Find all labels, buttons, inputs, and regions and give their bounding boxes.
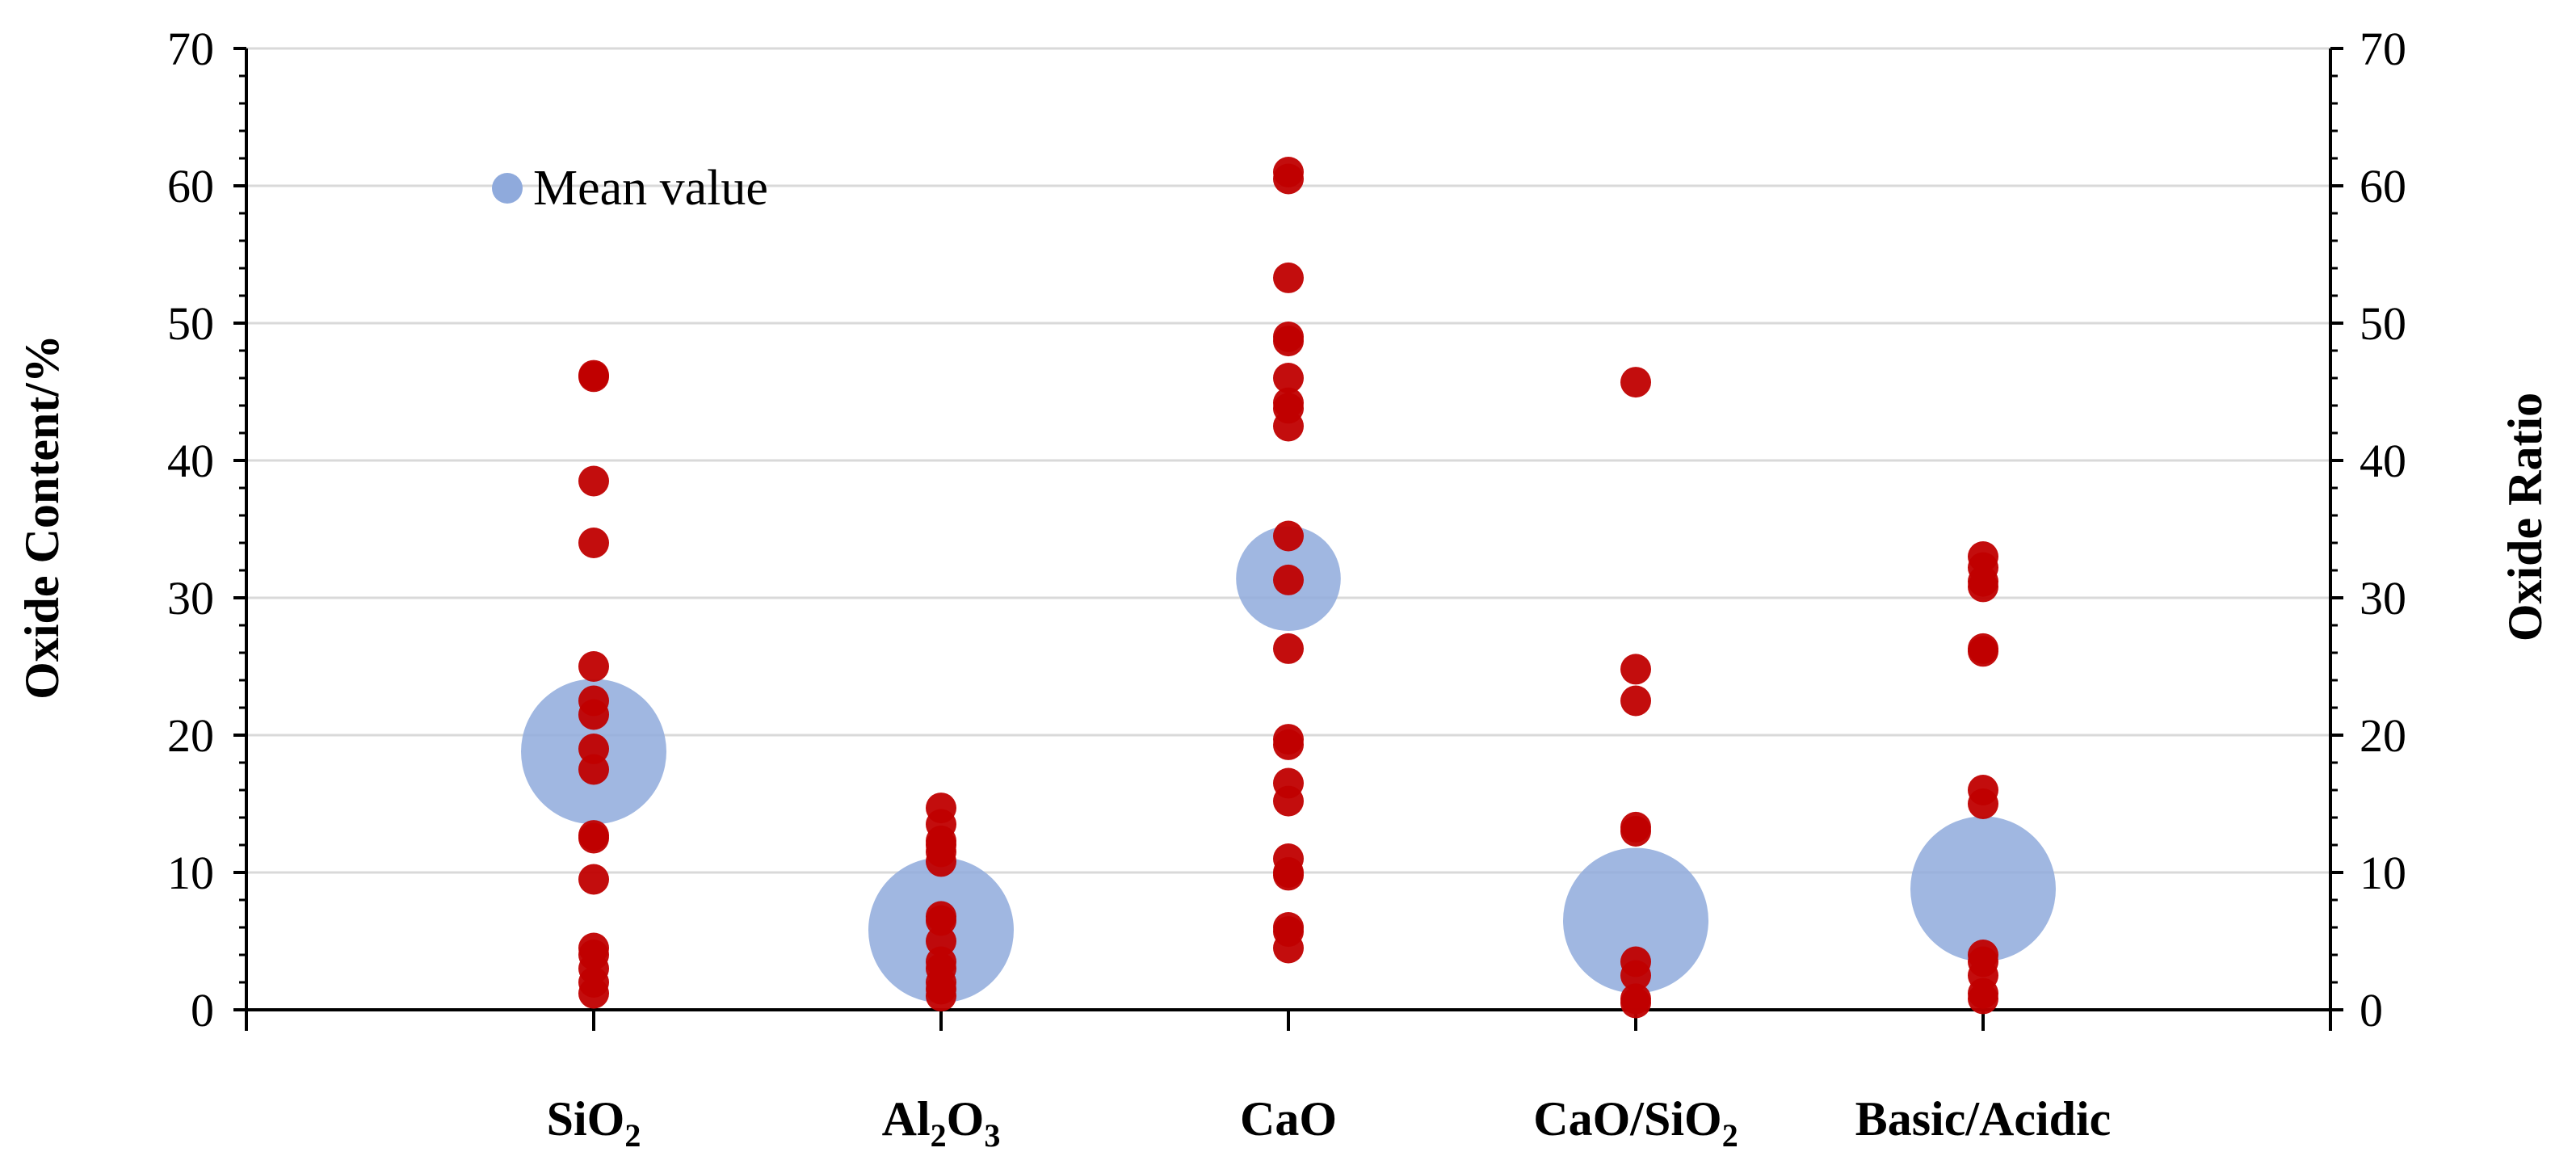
right-y-tick-labels: 0 10 20 30 40 50 60 70	[2360, 23, 2406, 1036]
category-label: SiO2	[547, 1092, 641, 1154]
category-label-text: SiO	[547, 1092, 625, 1146]
category-labels: SiO2 Al2O3 CaO CaO/SiO2 Basic/Acidic	[547, 1092, 2112, 1154]
right-tick-label: 60	[2360, 160, 2406, 212]
category-label-text: CaO/SiO	[1533, 1092, 1721, 1146]
sample-point	[1273, 262, 1304, 293]
sample-point	[578, 528, 609, 558]
left-tick-label: 70	[167, 23, 214, 75]
category-label-text: CaO	[1240, 1092, 1337, 1146]
sample-point	[1273, 633, 1304, 664]
right-tick-label: 0	[2360, 984, 2383, 1036]
sample-point	[1273, 564, 1304, 595]
left-tick-label: 40	[167, 435, 214, 487]
sample-point	[926, 981, 956, 1011]
sample-point	[578, 978, 609, 1009]
category-label: CaO	[1240, 1092, 1337, 1146]
category-label-subscript: 2	[1722, 1117, 1738, 1154]
right-tick-label: 20	[2360, 709, 2406, 762]
category-label: Al2O3	[882, 1092, 1001, 1154]
sample-point	[1273, 860, 1304, 891]
category-label-text: Al	[882, 1092, 931, 1146]
left-tick-label: 0	[191, 984, 214, 1036]
sample-point	[1273, 363, 1304, 393]
sample-point	[578, 822, 609, 854]
mean-marker	[1910, 816, 2056, 962]
sample-point	[1968, 788, 1998, 819]
left-tick-label: 10	[167, 847, 214, 899]
sample-point	[578, 361, 609, 393]
sample-point	[578, 754, 609, 785]
left-tick-label: 30	[167, 572, 214, 624]
sample-point	[926, 846, 956, 877]
right-tick-label: 70	[2360, 23, 2406, 75]
sample-point	[1620, 960, 1651, 991]
category-label-text: Basic/Acidic	[1855, 1092, 2112, 1146]
sample-point	[578, 864, 609, 895]
sample-point	[1273, 932, 1304, 964]
legend-mean-marker	[492, 173, 523, 204]
right-tick-label: 30	[2360, 572, 2406, 624]
sample-point	[578, 651, 609, 682]
category-label: Basic/Acidic	[1855, 1092, 2112, 1146]
sample-point	[1620, 685, 1651, 717]
right-tick-label: 50	[2360, 297, 2406, 350]
sample-point	[1273, 520, 1304, 552]
sample-point	[1273, 785, 1304, 817]
sample-point	[578, 699, 609, 730]
mean-marker	[1563, 847, 1708, 994]
sample-point	[578, 465, 609, 497]
sample-point	[1273, 410, 1304, 442]
sample-point	[1620, 367, 1651, 398]
sample-point	[1620, 987, 1651, 1019]
left-tick-label: 60	[167, 160, 214, 212]
sample-points	[578, 157, 1998, 1019]
legend-mean-label: Mean value	[533, 161, 768, 216]
sample-point	[1273, 326, 1304, 357]
category-label-subscript: 2	[624, 1117, 641, 1154]
legend: Mean value	[492, 161, 768, 216]
sample-point	[1273, 729, 1304, 760]
left-y-tick-labels: 0 10 20 30 40 50 60 70	[167, 23, 214, 1036]
sample-point	[1968, 636, 1998, 667]
category-label-subscript: 3	[984, 1117, 1000, 1154]
sample-point	[1620, 816, 1651, 847]
right-axis-title: Oxide Ratio	[2498, 393, 2552, 641]
sample-point	[1620, 654, 1651, 685]
sample-point	[1273, 163, 1304, 195]
left-axis-title: Oxide Content/%	[15, 334, 69, 700]
sample-point	[1968, 983, 1998, 1015]
left-tick-label: 50	[167, 297, 214, 350]
category-label-subscript: 2	[931, 1117, 947, 1154]
sample-point	[1968, 571, 1998, 603]
category-label: CaO/SiO2	[1533, 1092, 1738, 1154]
right-tick-label: 40	[2360, 435, 2406, 487]
category-label-text: O	[947, 1092, 985, 1146]
left-tick-label: 20	[167, 709, 214, 762]
right-tick-label: 10	[2360, 847, 2406, 899]
mean-value-markers	[521, 526, 2056, 1003]
